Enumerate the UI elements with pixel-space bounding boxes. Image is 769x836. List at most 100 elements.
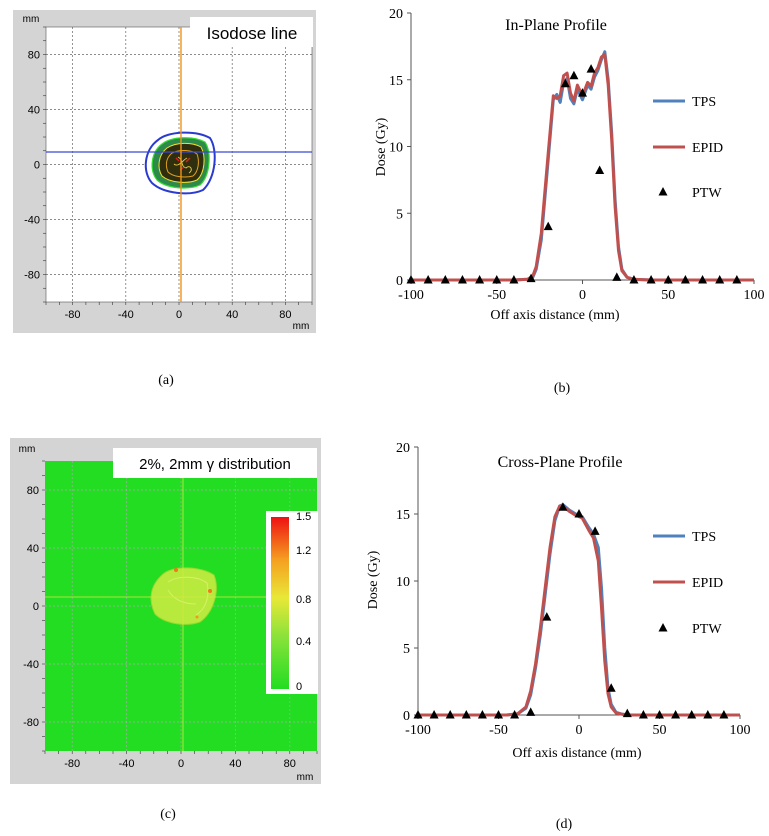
a-xtick-label: -80 — [65, 309, 81, 321]
d-series-ptw-point — [638, 710, 648, 719]
panel-d-axes: 0 5 10 15 20 -100 -50 0 50 100 — [396, 441, 751, 738]
b-series-ptw-point — [457, 275, 467, 284]
b-ytick-label: 20 — [389, 7, 403, 22]
b-series-ptw-point — [698, 275, 708, 284]
colorbar-gradient — [271, 517, 289, 689]
d-ytick-label: 20 — [396, 441, 410, 456]
d-series-ptw-point — [703, 710, 713, 719]
b-series-ptw-point — [646, 275, 656, 284]
c-ytick-label: -80 — [23, 717, 39, 729]
a-ytick-label: -80 — [24, 270, 40, 282]
c-ytick-label: 0 — [33, 601, 39, 613]
a-ytick-label: -40 — [24, 215, 40, 227]
panel-b-title: In-Plane Profile — [505, 17, 607, 34]
panel-d-xlabel: Off axis distance (mm) — [512, 746, 642, 761]
b-series-ptw-point — [680, 275, 690, 284]
b-xtick-label: 0 — [579, 288, 586, 303]
b-ytick-label: 10 — [389, 141, 403, 156]
d-xtick-label: -50 — [489, 723, 508, 738]
d-ytick-label: 10 — [396, 575, 410, 590]
panel-c-gamma-distribution: 1.51.20.80.40 2%, 2mm γ distribution mm … — [10, 438, 321, 822]
panel-c-tick-labels: -80 -40 0 40 80 80 40 0 -40 -80 — [23, 460, 318, 770]
b-ytick-label: 0 — [396, 274, 403, 289]
panel-a-legend-text: Isodose line — [207, 24, 298, 43]
b-series-ptw-point — [543, 221, 553, 231]
d-ytick-label: 5 — [403, 642, 410, 657]
b-series-ptw-point — [526, 273, 536, 283]
panel-b-ylabel: Dose (Gy) — [374, 117, 389, 176]
panel-d-series — [413, 502, 740, 719]
d-series-ptw-point — [542, 612, 552, 621]
d-series-ptw-point — [622, 708, 632, 718]
b-series-ptw-legend-marker — [658, 187, 668, 196]
b-xtick-label: 50 — [661, 288, 675, 303]
d-series-epid-legend-label: EPID — [692, 576, 723, 591]
d-series-ptw-point — [510, 710, 520, 719]
d-series-ptw-point — [687, 710, 697, 719]
b-ytick-label: 15 — [389, 74, 403, 89]
d-series-ptw-point — [413, 710, 423, 719]
panel-c-unit-x: mm — [297, 772, 314, 783]
b-series-ptw-point — [423, 275, 433, 284]
b-series-ptw-point — [560, 78, 570, 88]
colorbar-tick-label: 0.8 — [296, 594, 311, 606]
a-ytick-label: 40 — [28, 105, 40, 117]
c-xtick-label: 0 — [178, 758, 184, 770]
panel-b-legend: TPS EPID PTW — [653, 95, 723, 201]
c-ytick-label: 80 — [27, 485, 39, 497]
d-series-tps-legend-label: TPS — [692, 530, 716, 545]
panel-a-caption: (a) — [158, 373, 174, 388]
d-series-ptw-point — [574, 509, 584, 518]
colorbar-tick-label: 1.5 — [296, 511, 311, 523]
panel-b-axes: 0 5 10 15 20 -100 -50 0 50 100 — [389, 7, 765, 303]
panel-b-caption: (b) — [554, 381, 571, 396]
c-ytick-label: -40 — [23, 659, 39, 671]
panel-b-xlabel: Off axis distance (mm) — [490, 308, 620, 323]
panel-d-crossplane-profile: 0 5 10 15 20 -100 -50 0 50 100 TPS EPID PTW Cross-P… — [366, 441, 751, 832]
b-series-tps-legend-label: TPS — [692, 95, 716, 110]
panel-c-caption: (c) — [160, 807, 176, 822]
panel-c-legend-text: 2%, 2mm γ distribution — [139, 456, 291, 473]
a-xtick-label: 80 — [279, 309, 291, 321]
d-series-ptw-point — [558, 502, 568, 511]
gamma-blob — [150, 567, 217, 625]
b-series-ptw-point — [578, 88, 587, 97]
panel-a-unit-y: mm — [23, 14, 40, 25]
panel-a-tick-labels: -80 -40 0 40 80 80 40 0 -40 -80 — [24, 26, 313, 321]
b-series-ptw-point — [475, 275, 485, 284]
panel-d-ylabel: Dose (Gy) — [366, 550, 381, 609]
d-series-ptw-point — [494, 710, 503, 719]
b-series-ptw-legend-label: PTW — [692, 186, 722, 201]
b-series-epid-legend-label: EPID — [692, 141, 723, 156]
c-xtick-label: 80 — [284, 758, 296, 770]
b-series-ptw-point — [586, 64, 596, 73]
d-series-ptw-point — [526, 707, 536, 716]
c-xtick-label: 40 — [229, 758, 241, 770]
b-series-ptw-point — [612, 272, 622, 281]
a-ytick-label: 80 — [28, 50, 40, 62]
b-series-ptw-point — [492, 275, 502, 284]
d-xtick-label: 50 — [653, 723, 667, 738]
colorbar-tick-label: 1.2 — [296, 545, 311, 557]
b-series-ptw-point — [629, 275, 639, 284]
d-series-ptw-point — [590, 526, 600, 535]
a-xtick-label: -40 — [118, 309, 134, 321]
c-xtick-label: -40 — [119, 758, 135, 770]
b-series-ptw-point — [440, 275, 450, 284]
b-series-ptw-point — [569, 70, 579, 80]
c-ytick-label: 40 — [27, 543, 39, 555]
b-series-ptw-point — [732, 275, 742, 284]
panel-d-legend: TPS EPID PTW — [653, 530, 723, 637]
d-xtick-label: -100 — [405, 723, 431, 738]
panel-a-isodose: Isodose line mm mm -80 -40 0 40 8080400-40-8… — [13, 10, 316, 388]
d-xtick-label: 0 — [576, 723, 583, 738]
panel-a-legend-box — [190, 17, 313, 47]
panel-b-series — [406, 50, 754, 284]
d-series-ptw-legend-marker — [658, 623, 668, 632]
panel-d-caption: (d) — [556, 817, 573, 832]
d-series-ptw-point — [606, 683, 616, 692]
panel-a-unit-x: mm — [293, 321, 310, 332]
a-xtick-label: 0 — [176, 309, 182, 321]
d-series-ptw-point — [671, 710, 681, 719]
